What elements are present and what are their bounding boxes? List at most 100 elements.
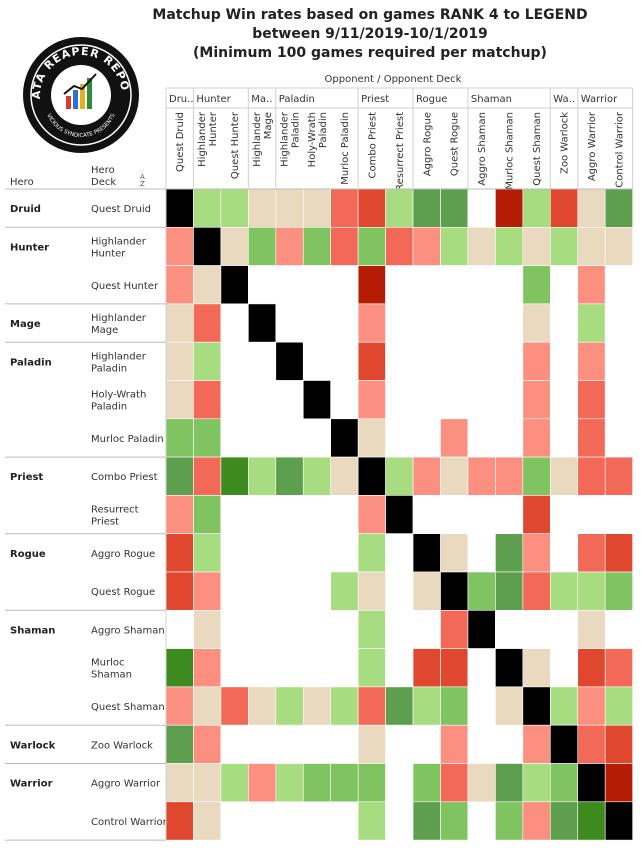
cell-quest-rogue-vs-highlander-mage bbox=[248, 571, 277, 611]
cell-aggro-warrior-vs-quest-rogue bbox=[440, 763, 469, 803]
cell-quest-rogue-vs-quest-druid bbox=[165, 571, 194, 611]
column-deck-aggro-warrior: Aggro Warrior bbox=[587, 111, 598, 181]
cell-quest-druid-vs-aggro-rogue bbox=[412, 188, 441, 228]
cell-quest-hunter-vs-aggro-rogue bbox=[412, 265, 441, 305]
cell-murloc-paladin-vs-aggro-rogue bbox=[412, 418, 441, 458]
cell-aggro-shaman-vs-holy-wrath-paladin bbox=[302, 609, 332, 649]
cell-murloc-paladin-vs-holy-wrath-paladin bbox=[302, 418, 332, 458]
column-deck-murloc-paladin: Murloc Paladin bbox=[340, 112, 351, 185]
row-deck-murloc-shaman: Murloc Shaman bbox=[91, 658, 132, 681]
row-deck-quest-druid: Quest Druid bbox=[91, 204, 151, 215]
column-deck-zoo-warlock: Zoo Warlock bbox=[560, 112, 571, 174]
column-deck-quest-shaman: Quest Shaman bbox=[532, 112, 543, 186]
cell-resurrect-priest-vs-highlander-paladin bbox=[275, 495, 304, 534]
cell-murloc-shaman-vs-resurrect-priest bbox=[385, 648, 414, 688]
sort-az-icon[interactable]: A Z bbox=[140, 173, 145, 188]
cell-aggro-rogue-vs-control-warrior bbox=[604, 533, 633, 573]
row-deck-resurrect-priest: Resurrect Priest bbox=[91, 505, 139, 528]
column-hero-paladin: Paladin bbox=[279, 94, 315, 105]
cell-aggro-shaman-vs-combo-priest bbox=[357, 609, 386, 649]
cell-murloc-shaman-vs-highlander-paladin bbox=[275, 648, 304, 688]
cell-quest-druid-vs-control-warrior bbox=[604, 188, 633, 228]
cell-control-warrior-vs-aggro-warrior bbox=[577, 801, 606, 841]
column-deck-control-warrior: Control Warrior bbox=[614, 111, 625, 188]
cell-quest-shaman-vs-highlander-hunter bbox=[193, 686, 222, 726]
cell-quest-hunter-vs-quest-shaman bbox=[522, 265, 551, 305]
cell-aggro-shaman-vs-murloc-paladin bbox=[330, 609, 359, 649]
cell-aggro-shaman-vs-highlander-hunter bbox=[193, 609, 222, 649]
cell-quest-rogue-vs-murloc-paladin bbox=[330, 571, 359, 611]
cell-aggro-rogue-vs-quest-hunter bbox=[220, 533, 249, 573]
cell-resurrect-priest-vs-quest-druid bbox=[165, 495, 194, 534]
cell-aggro-warrior-vs-aggro-shaman bbox=[467, 763, 496, 803]
cell-zoo-warlock-vs-highlander-mage bbox=[248, 724, 277, 764]
cell-combo-priest-vs-aggro-warrior bbox=[577, 456, 606, 496]
cell-highlander-hunter-vs-highlander-mage bbox=[248, 227, 277, 266]
cell-quest-rogue-vs-murloc-shaman bbox=[495, 571, 524, 611]
cell-combo-priest-vs-control-warrior bbox=[604, 456, 633, 496]
cell-holy-wrath-paladin-vs-aggro-rogue bbox=[412, 380, 441, 420]
cell-quest-shaman-vs-aggro-shaman bbox=[467, 686, 496, 726]
cell-murloc-shaman-vs-aggro-rogue bbox=[412, 648, 441, 688]
cell-aggro-shaman-vs-control-warrior bbox=[604, 609, 633, 649]
cell-highlander-hunter-vs-resurrect-priest bbox=[385, 227, 414, 266]
cell-combo-priest-vs-quest-rogue bbox=[440, 456, 469, 496]
cell-zoo-warlock-vs-quest-rogue bbox=[440, 724, 469, 764]
row-hero-druid: Druid bbox=[10, 204, 41, 215]
cell-zoo-warlock-vs-zoo-warlock bbox=[549, 724, 579, 764]
cell-control-warrior-vs-resurrect-priest bbox=[385, 801, 414, 841]
cell-quest-shaman-vs-quest-druid bbox=[165, 686, 194, 726]
cell-aggro-shaman-vs-quest-shaman bbox=[522, 609, 551, 649]
cell-quest-shaman-vs-quest-hunter bbox=[220, 686, 249, 726]
cell-quest-shaman-vs-aggro-warrior bbox=[577, 686, 606, 726]
row-deck-quest-hunter: Quest Hunter bbox=[91, 281, 159, 292]
cell-holy-wrath-paladin-vs-holy-wrath-paladin bbox=[302, 380, 332, 420]
cell-resurrect-priest-vs-quest-rogue bbox=[440, 495, 469, 534]
cell-highlander-paladin-vs-aggro-rogue bbox=[412, 341, 441, 381]
cell-control-warrior-vs-quest-druid bbox=[165, 801, 194, 841]
chart-title: Matchup Win rates based on games RANK 4 … bbox=[110, 6, 630, 63]
cell-quest-rogue-vs-aggro-shaman bbox=[467, 571, 496, 611]
cell-murloc-paladin-vs-murloc-shaman bbox=[495, 418, 524, 458]
column-deck-quest-druid: Quest Druid bbox=[175, 112, 186, 172]
cell-highlander-paladin-vs-zoo-warlock bbox=[549, 341, 579, 381]
cell-aggro-rogue-vs-quest-rogue bbox=[440, 533, 469, 573]
row-deck-highlander-paladin: Highlander Paladin bbox=[91, 351, 147, 374]
cell-murloc-shaman-vs-holy-wrath-paladin bbox=[302, 648, 332, 688]
cell-control-warrior-vs-holy-wrath-paladin bbox=[302, 801, 332, 841]
cell-aggro-rogue-vs-quest-druid bbox=[165, 533, 194, 573]
cell-quest-shaman-vs-resurrect-priest bbox=[385, 686, 414, 726]
cell-control-warrior-vs-murloc-shaman bbox=[495, 801, 524, 841]
cell-quest-rogue-vs-quest-hunter bbox=[220, 571, 249, 611]
cell-quest-druid-vs-resurrect-priest bbox=[385, 188, 414, 228]
cell-murloc-shaman-vs-highlander-hunter bbox=[193, 648, 222, 688]
cell-quest-hunter-vs-aggro-warrior bbox=[577, 265, 606, 305]
cell-zoo-warlock-vs-aggro-warrior bbox=[577, 724, 606, 764]
column-hero-headers: Dru.. Hunter Ma.. Paladin Priest Rogue Shaman W… bbox=[169, 94, 618, 105]
row-deck-holy-wrath-paladin: Holy-Wrath Paladin bbox=[91, 390, 146, 413]
cell-quest-shaman-vs-zoo-warlock bbox=[549, 686, 579, 726]
column-hero-wa: Wa.. bbox=[553, 94, 575, 105]
cell-quest-shaman-vs-murloc-paladin bbox=[330, 686, 359, 726]
cell-murloc-paladin-vs-highlander-hunter bbox=[193, 418, 222, 458]
cell-zoo-warlock-vs-aggro-rogue bbox=[412, 724, 441, 764]
row-hero-labels: Druid Hunter Mage Paladin Priest Rogue Shaman W… bbox=[10, 204, 56, 789]
cell-aggro-rogue-vs-highlander-hunter bbox=[193, 533, 222, 573]
cell-holy-wrath-paladin-vs-zoo-warlock bbox=[549, 380, 579, 420]
cell-resurrect-priest-vs-combo-priest bbox=[357, 495, 386, 534]
cell-highlander-hunter-vs-quest-druid bbox=[165, 227, 194, 266]
cell-highlander-mage-vs-quest-rogue bbox=[440, 303, 469, 343]
cell-zoo-warlock-vs-highlander-hunter bbox=[193, 724, 222, 764]
cell-highlander-mage-vs-highlander-mage bbox=[248, 303, 277, 343]
svg-text:Z: Z bbox=[140, 180, 145, 188]
cell-murloc-paladin-vs-quest-shaman bbox=[522, 418, 551, 458]
cell-highlander-hunter-vs-zoo-warlock bbox=[549, 227, 579, 266]
cell-resurrect-priest-vs-murloc-shaman bbox=[495, 495, 524, 534]
column-deck-headers: Quest Druid HighlanderHunter Quest Hunter H… bbox=[175, 111, 625, 191]
column-deck-quest-rogue: Quest Rogue bbox=[450, 112, 461, 176]
cell-highlander-paladin-vs-highlander-mage bbox=[248, 341, 277, 381]
cell-aggro-rogue-vs-aggro-rogue bbox=[412, 533, 441, 573]
cell-aggro-rogue-vs-zoo-warlock bbox=[549, 533, 579, 573]
row-hero-shaman: Shaman bbox=[10, 625, 55, 636]
cell-holy-wrath-paladin-vs-highlander-hunter bbox=[193, 380, 222, 420]
